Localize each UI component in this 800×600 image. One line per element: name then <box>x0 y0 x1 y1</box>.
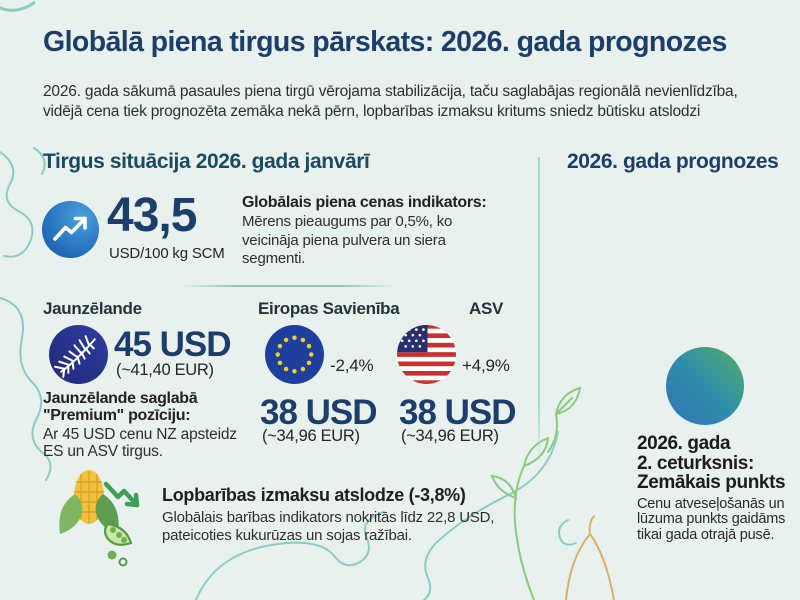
right-section-heading: 2026. gada prognozes <box>567 150 779 173</box>
region-name-nz: Jaunzēlande <box>43 299 142 318</box>
feed-cost-line-2: pateicoties kukurūzas un sojas ražībai. <box>162 527 412 544</box>
eu-price: 38 USD <box>260 393 378 432</box>
feed-cost-line-1: Globālais barības indikators nokritās lī… <box>162 509 495 526</box>
forecast-body-line-3: tikai gada otrajā pusē. <box>637 526 775 543</box>
nz-price-eur: (~41,40 EUR) <box>116 361 214 379</box>
milk-price-indicator-unit: USD/100 kg SCM <box>109 245 225 262</box>
eu-change-badge: -2,4% <box>330 356 374 375</box>
subtitle-line-2: vidējā cena tiek prognozēta zemāka nekā … <box>43 103 701 120</box>
nz-fern-icon <box>49 325 108 384</box>
eu-price-eur: (~34,96 EUR) <box>262 427 360 445</box>
feed-trend-down-icon <box>103 481 140 508</box>
forecast-body-line-1: Cenu atveseļošanās un <box>637 496 785 512</box>
eu-flag-icon <box>265 325 324 384</box>
forecast-title-line-2: 2. ceturksnis: <box>637 452 754 474</box>
nz-note-heading: Jaunzēlande saglabā "Premium" pozīciju: <box>43 390 198 424</box>
forecast-description: Cenu atveseļošanās un lūzuma punkts gaid… <box>637 496 786 543</box>
forecast-gradient-circle <box>666 347 744 425</box>
region-name-us: ASV <box>469 299 504 318</box>
subtitle-line-1: 2026. gada sākumā pasaules piena tirgū v… <box>43 83 738 100</box>
nz-price: 45 USD <box>114 325 232 364</box>
milk-price-indicator-description: Mērens pieaugums par 0,5%, ko veicināja … <box>242 213 453 267</box>
milk-price-indicator-value: 43,5 <box>107 189 197 242</box>
us-price-eur: (~34,96 EUR) <box>401 427 499 445</box>
us-price: 38 USD <box>399 393 517 432</box>
left-section-heading: Tirgus situācija 2026. gada janvārī <box>43 150 370 173</box>
forecast-body-line-2: lūzuma punkts gaidāms <box>637 511 786 528</box>
us-flag-icon <box>397 325 456 384</box>
feed-cost-heading: Lopbarības izmaksu atslodze (-3,8%) <box>162 485 466 505</box>
nz-note-text: Ar 45 USD cenu NZ apsteidz ES un ASV tir… <box>43 426 237 460</box>
page-title: Globālā piena tirgus pārskats: 2026. gad… <box>43 26 727 58</box>
milk-price-indicator-label: Globālais piena cenas indikators: <box>242 194 487 211</box>
corn-icon <box>59 470 133 567</box>
region-name-eu: Eiropas Savienība <box>258 299 400 318</box>
section-divider <box>178 285 398 287</box>
forecast-title-line-1: 2026. gada <box>637 433 731 454</box>
forecast-title-line-3: Zemākais punkts <box>637 472 786 493</box>
page-subtitle: 2026. gada sākumā pasaules piena tirgū v… <box>43 82 738 122</box>
price-trend-up-icon <box>42 201 99 258</box>
column-divider <box>538 157 540 465</box>
us-change-badge: +4,9% <box>462 356 510 375</box>
forecast-title: 2026. gada 2. ceturksnis: Zemākais punkt… <box>637 433 786 493</box>
